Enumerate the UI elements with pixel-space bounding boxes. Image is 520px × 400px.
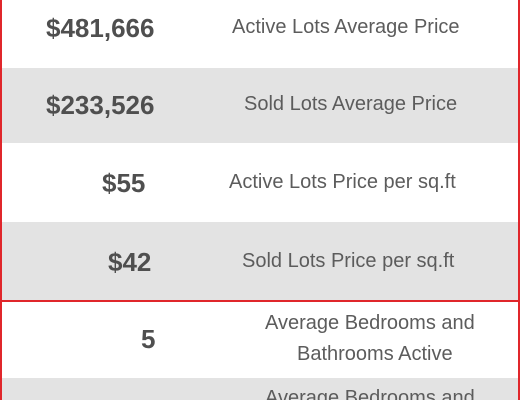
stat-value: 5 <box>141 324 156 354</box>
stat-label: Active Lots Price per sq.ft <box>229 171 456 193</box>
stat-label-line-2: Bathrooms Active <box>297 343 453 365</box>
stat-value: $55 <box>102 168 146 198</box>
stat-value: $481,666 <box>46 13 155 43</box>
stat-row-avg-bed-bath-active: 5 Average Bedrooms and Bathrooms Active <box>2 302 518 378</box>
stat-row-active-avg-price: $481,666 Active Lots Average Price <box>2 0 518 68</box>
stat-label: Active Lots Average Price <box>232 16 460 38</box>
stat-label: Sold Lots Price per sq.ft <box>242 250 455 272</box>
stat-row-avg-bed-bath-sold: Average Bedrooms and <box>2 378 518 400</box>
stat-label-line-1: Average Bedrooms and <box>265 312 475 334</box>
stat-row-sold-avg-price: $233,526 Sold Lots Average Price <box>2 68 518 143</box>
stat-label: Sold Lots Average Price <box>244 93 458 115</box>
stat-value: $233,526 <box>46 90 155 120</box>
section-divider <box>2 300 518 302</box>
stat-row-active-price-sqft: $55 Active Lots Price per sq.ft <box>2 143 518 222</box>
stat-label-line-1: Average Bedrooms and <box>265 387 475 400</box>
stat-value: $42 <box>108 247 152 277</box>
stat-row-sold-price-sqft: $42 Sold Lots Price per sq.ft <box>2 222 518 300</box>
